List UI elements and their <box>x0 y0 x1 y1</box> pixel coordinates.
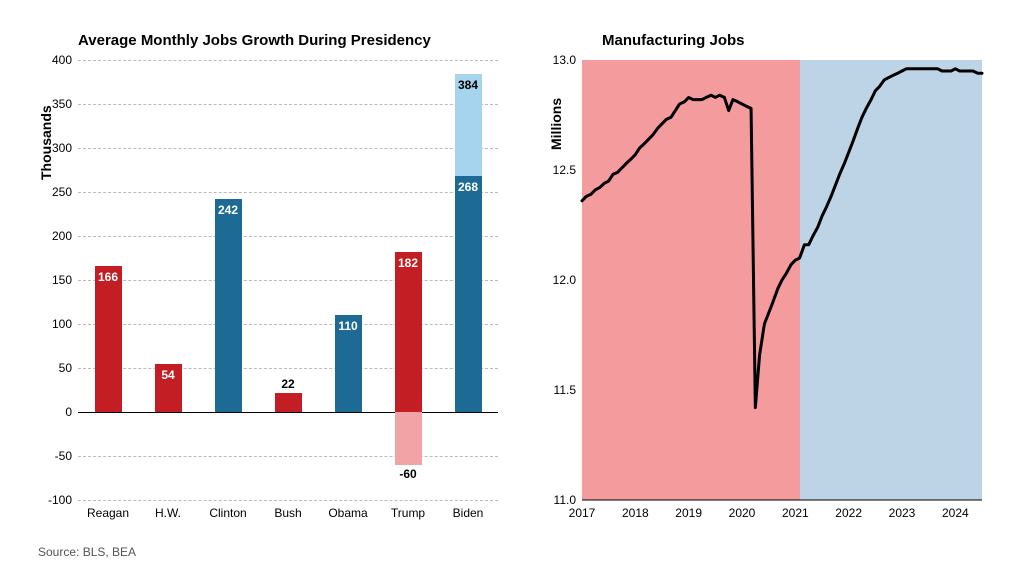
bar-y-tick-label: 250 <box>52 185 72 199</box>
bar-x-tick-label: Obama <box>328 506 367 520</box>
bar-value-label: 54 <box>161 368 174 382</box>
bar-grid-line <box>78 60 498 61</box>
line-x-tick-label: 2024 <box>942 506 969 520</box>
bar-value-label: -60 <box>399 467 416 481</box>
line-y-tick-label: 11.5 <box>554 383 576 397</box>
bar-y-tick-label: 100 <box>52 317 72 331</box>
line-x-tick-label: 2023 <box>889 506 916 520</box>
bar-value-label: 110 <box>338 319 357 333</box>
bar-x-tick-label: Reagan <box>87 506 129 520</box>
bar-alt <box>395 412 422 465</box>
line-chart-svg <box>582 60 982 500</box>
line-x-tick-label: 2022 <box>835 506 862 520</box>
line-x-tick-label: 2018 <box>622 506 649 520</box>
bar-x-tick-label: H.W. <box>155 506 181 520</box>
bar-y-tick-label: -50 <box>55 449 72 463</box>
bar-value-label: 268 <box>458 180 478 194</box>
line-chart-y-label: Millions <box>548 98 564 150</box>
manufacturing-line <box>582 69 982 408</box>
bar-grid-line <box>78 500 498 501</box>
bar-primary <box>395 252 422 412</box>
bar-grid-line <box>78 104 498 105</box>
line-y-tick-label: 13.0 <box>553 53 576 67</box>
bar-x-tick-label: Trump <box>391 506 425 520</box>
line-x-tick-label: 2020 <box>729 506 756 520</box>
bar-primary <box>275 393 302 412</box>
bar-value-label: 182 <box>398 256 418 270</box>
bar-grid-line <box>78 324 498 325</box>
bar-value-label: 242 <box>218 203 238 217</box>
bar-y-tick-label: 200 <box>52 229 72 243</box>
bar-y-tick-label: 300 <box>52 141 72 155</box>
bar-value-label: 22 <box>281 377 294 391</box>
bar-grid-line <box>78 280 498 281</box>
bar-grid-line <box>78 456 498 457</box>
line-y-tick-label: 12.0 <box>553 273 576 287</box>
bar-x-tick-label: Clinton <box>209 506 246 520</box>
line-x-tick-label: 2017 <box>569 506 596 520</box>
bar-y-tick-label: -100 <box>48 493 72 507</box>
bar-value-label: 166 <box>98 270 118 284</box>
bar-grid-line <box>78 192 498 193</box>
bar-primary <box>215 199 242 412</box>
bar-grid-line <box>78 368 498 369</box>
bar-y-tick-label: 50 <box>59 361 72 375</box>
bar-y-tick-label: 400 <box>52 53 72 67</box>
bar-y-tick-label: 0 <box>65 405 72 419</box>
source-text: Source: BLS, BEA <box>38 545 136 559</box>
page: Average Monthly Jobs Growth During Presi… <box>0 0 1024 577</box>
line-x-tick-label: 2021 <box>782 506 809 520</box>
bar-chart-plot: -100-50050100150200250300350400-60384166… <box>78 60 498 500</box>
bar-zero-line <box>78 412 498 413</box>
bar-primary <box>95 266 122 412</box>
bar-chart-title: Average Monthly Jobs Growth During Presi… <box>78 32 431 49</box>
line-chart-title: Manufacturing Jobs <box>602 32 745 49</box>
bar-grid-line <box>78 148 498 149</box>
line-y-tick-label: 12.5 <box>553 163 576 177</box>
bar-primary <box>455 176 482 412</box>
bar-value-label: 384 <box>458 78 478 92</box>
line-chart-plot: 11.011.512.012.513.020172018201920202021… <box>582 60 982 500</box>
bar-x-tick-label: Biden <box>453 506 484 520</box>
bar-y-tick-label: 150 <box>52 273 72 287</box>
line-x-tick-label: 2019 <box>675 506 702 520</box>
bar-x-tick-label: Bush <box>274 506 301 520</box>
line-y-tick-label: 11.0 <box>554 493 576 507</box>
bar-grid-line <box>78 236 498 237</box>
bar-y-tick-label: 350 <box>52 97 72 111</box>
